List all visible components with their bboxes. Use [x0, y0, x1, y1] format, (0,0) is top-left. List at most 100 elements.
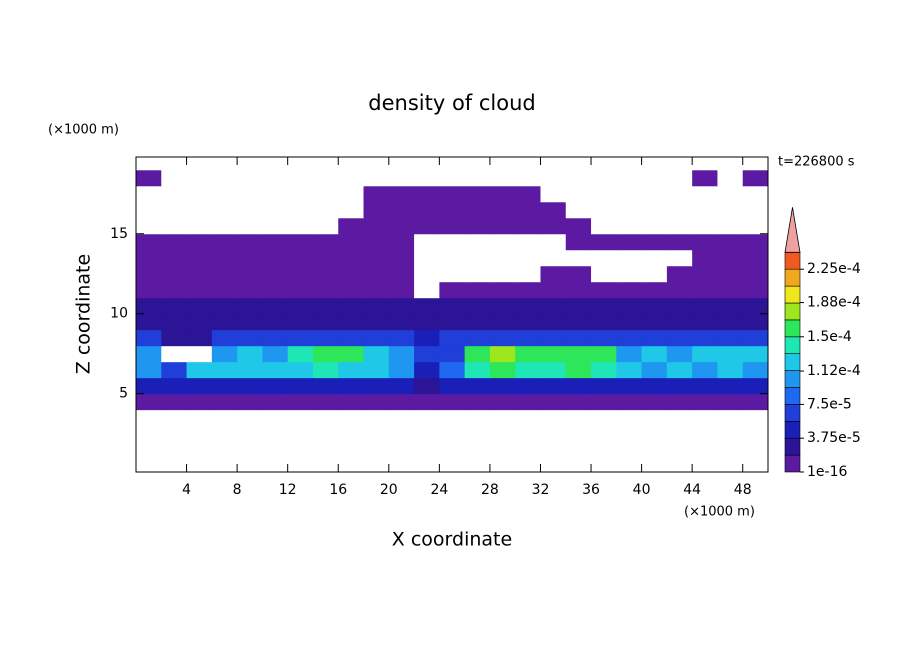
field-cell [742, 217, 768, 235]
field-cell [388, 377, 415, 395]
field-cell [287, 345, 314, 363]
field-cell [312, 377, 339, 395]
field-cell [186, 313, 213, 331]
field-cell [312, 169, 339, 187]
field-cell [540, 201, 567, 219]
field-cell [666, 441, 693, 459]
field-cell [312, 393, 339, 411]
x-tick-label: 20 [380, 482, 398, 498]
field-cell [287, 201, 314, 219]
field-cell [717, 361, 744, 379]
field-cell [312, 233, 339, 251]
field-cell [186, 377, 213, 395]
field-cell [692, 265, 718, 283]
field-cell [439, 281, 466, 299]
field-cell [540, 281, 567, 299]
field-cell [262, 329, 289, 347]
field-cell [388, 409, 415, 427]
field-cell [666, 201, 693, 219]
field-cell [616, 281, 643, 299]
field-cell [717, 281, 744, 299]
field-cell [338, 377, 365, 395]
field-cell [515, 233, 541, 251]
field-cell [489, 157, 516, 171]
field-cell [565, 393, 592, 411]
field-cell [616, 409, 643, 427]
field-cell [489, 313, 516, 331]
field-cell [616, 441, 643, 459]
field-cell [237, 441, 263, 459]
colorbar-box [784, 302, 801, 321]
field-cell [666, 409, 693, 427]
field-cell [136, 313, 162, 331]
field-cell [692, 201, 718, 219]
field-cell [717, 345, 744, 363]
field-cell [717, 185, 744, 203]
field-cell [641, 185, 668, 203]
field-cell [211, 377, 238, 395]
field-cell [186, 249, 213, 267]
field-cell [565, 217, 592, 235]
field-cell [287, 185, 314, 203]
field-cell [489, 441, 516, 459]
field-cell [363, 329, 390, 347]
field-cell [287, 329, 314, 347]
field-cell [591, 329, 617, 347]
field-cell [186, 441, 213, 459]
field-cell [312, 329, 339, 347]
field-cell [338, 345, 365, 363]
field-cell [237, 249, 263, 267]
field-cell [363, 249, 390, 267]
field-cell [742, 441, 768, 459]
field-cell [540, 169, 567, 187]
field-cell [717, 393, 744, 411]
field-cell [641, 157, 668, 171]
field-cell [136, 457, 162, 472]
time-annotation: t=226800 s [778, 155, 855, 170]
field-cell [388, 441, 415, 459]
field-cell [591, 233, 617, 251]
field-cell [211, 249, 238, 267]
field-cell [439, 169, 466, 187]
field-cell [666, 313, 693, 331]
field-cell [363, 361, 390, 379]
field-cell [717, 249, 744, 267]
field-cell [211, 441, 238, 459]
field-cell [591, 265, 617, 283]
field-cell [414, 265, 440, 283]
field-cell [186, 201, 213, 219]
field-cell [388, 281, 415, 299]
field-cell [489, 345, 516, 363]
colorbar-box [784, 420, 801, 439]
field-cell [515, 409, 541, 427]
x-tick-label: 24 [430, 482, 448, 498]
field-cell [161, 185, 188, 203]
field-cell [136, 265, 162, 283]
field-cell [717, 217, 744, 235]
field-cell [363, 441, 390, 459]
colorbar-box [784, 336, 801, 354]
colorbar-tick-label: 1.5e-4 [807, 329, 852, 345]
field-cell [287, 313, 314, 331]
field-cell [262, 217, 289, 235]
field-cell [363, 393, 390, 411]
field-cell [616, 361, 643, 379]
field-cell [388, 157, 415, 171]
field-cell [591, 393, 617, 411]
field-cell [666, 281, 693, 299]
field-cell [439, 313, 466, 331]
field-cell [312, 409, 339, 427]
field-cell [692, 281, 718, 299]
field-cell [439, 393, 466, 411]
field-cell [136, 249, 162, 267]
field-cell [616, 457, 643, 472]
field-cell [641, 233, 668, 251]
field-cell [666, 265, 693, 283]
field-cell [641, 441, 668, 459]
field-cell [186, 185, 213, 203]
x-tick-label: 28 [481, 482, 499, 498]
field-cell [591, 313, 617, 331]
field-cell [616, 169, 643, 187]
field-cell [439, 185, 466, 203]
field-cell [211, 361, 238, 379]
